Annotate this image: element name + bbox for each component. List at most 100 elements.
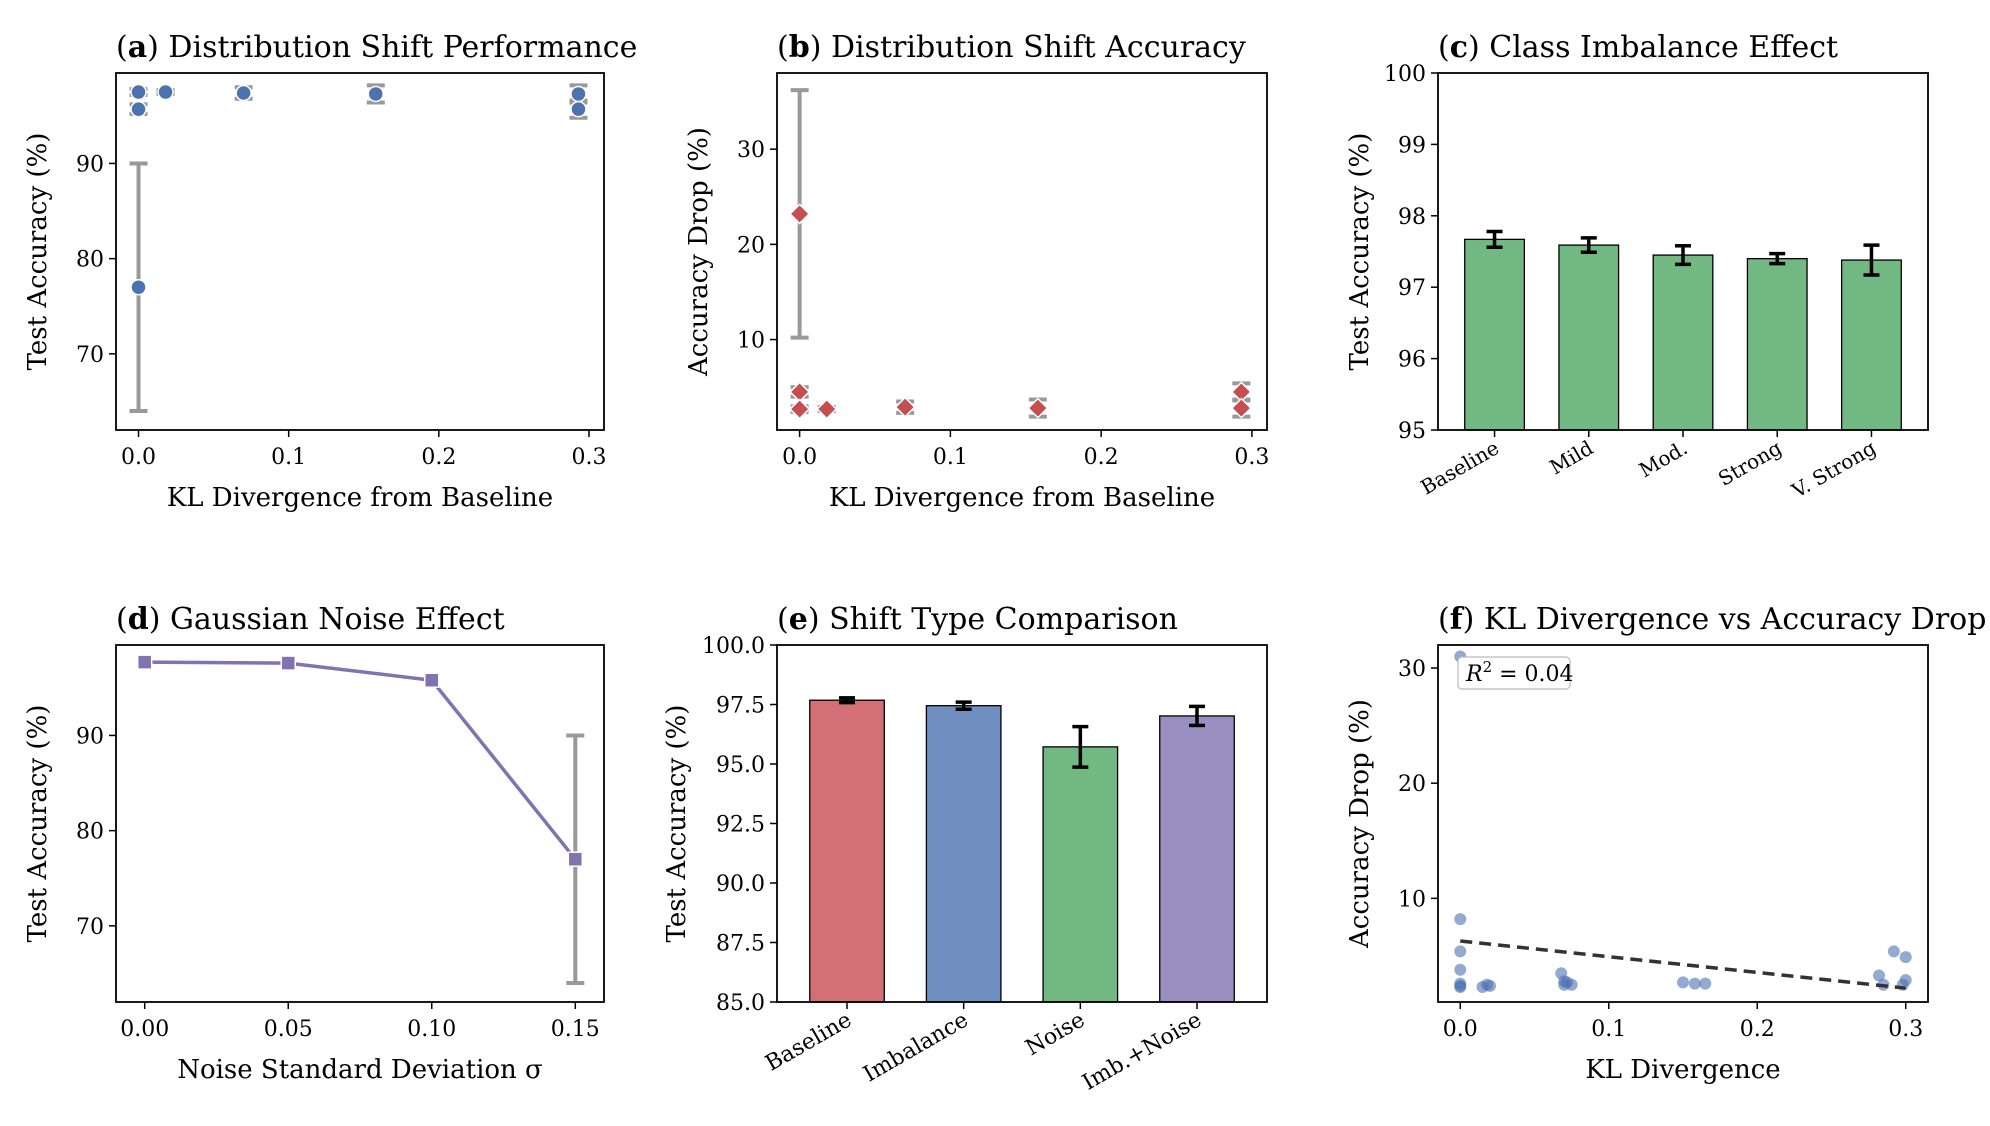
data-point bbox=[1688, 977, 1701, 990]
data-point bbox=[1027, 397, 1049, 419]
series-line bbox=[144, 660, 577, 861]
title-letter: a bbox=[128, 30, 147, 65]
panel-title: (f) KL Divergence vs Accuracy Drop bbox=[1438, 602, 1986, 637]
data-point bbox=[570, 100, 587, 118]
y-tick-label: 20 bbox=[1398, 772, 1426, 797]
y-axis-label: Test Accuracy (%) bbox=[662, 705, 692, 943]
bar bbox=[1558, 244, 1620, 431]
data-point bbox=[367, 85, 385, 103]
x-tick-label: 0.3 bbox=[1234, 445, 1269, 470]
y-tick-label: 100 bbox=[1384, 62, 1426, 87]
data-point bbox=[1873, 969, 1885, 982]
data-point bbox=[1899, 974, 1912, 987]
x-tick-label: 0.05 bbox=[264, 1017, 313, 1042]
panel-e: (e) Shift Type Comparison 85.0 87.5 90.0 92.… bbox=[662, 602, 1268, 1096]
bar bbox=[1746, 257, 1808, 431]
title-paren-open: ( bbox=[1438, 30, 1450, 65]
title-letter: c bbox=[1450, 30, 1468, 65]
x-axis-label: KL Divergence from Baseline bbox=[167, 483, 553, 513]
data-point bbox=[1454, 913, 1467, 926]
x-tick-label: 0.1 bbox=[933, 445, 968, 470]
panel-title: (d) Gaussian Noise Effect bbox=[116, 602, 505, 637]
title-paren-close: ) bbox=[1463, 602, 1484, 637]
y-axis-label: Test Accuracy (%) bbox=[23, 705, 53, 943]
data-point bbox=[130, 83, 147, 101]
panel-a: (a) Distribution Shift Performance 70 80 90… bbox=[23, 30, 637, 513]
data-point bbox=[1454, 963, 1467, 976]
y-tick-label: 95 bbox=[1398, 419, 1426, 444]
x-category-label: Imbalance bbox=[859, 1008, 972, 1088]
y-tick-label: 80 bbox=[76, 248, 104, 273]
title-paren-open: ( bbox=[116, 602, 128, 637]
title-paren-close: ) bbox=[808, 602, 829, 637]
title-paren-close: ) bbox=[149, 602, 170, 637]
data-point bbox=[130, 278, 147, 296]
x-category-label: Mild bbox=[1545, 435, 1597, 479]
title-text: Shift Type Comparison bbox=[829, 602, 1178, 637]
x-category-label: V. Strong bbox=[1787, 435, 1880, 503]
y-tick-label: 95.0 bbox=[716, 753, 765, 778]
bar bbox=[1840, 259, 1902, 431]
y-tick-label: 80 bbox=[76, 820, 104, 845]
title-paren-open: ( bbox=[777, 30, 789, 65]
data-point bbox=[1887, 945, 1900, 958]
y-tick-label: 90 bbox=[76, 724, 104, 749]
title-text: Gaussian Noise Effect bbox=[170, 602, 505, 637]
title-text: Distribution Shift Performance bbox=[168, 30, 637, 65]
data-point bbox=[136, 654, 153, 670]
x-tick-label: 0.0 bbox=[1443, 1017, 1478, 1042]
x-tick-label: 0.2 bbox=[1084, 445, 1119, 470]
data-point bbox=[570, 85, 587, 103]
y-tick-label: 87.5 bbox=[716, 932, 765, 957]
x-category-label: Mod. bbox=[1635, 436, 1692, 483]
r-squared-annotation: R2 = 0.04 bbox=[1465, 658, 1574, 687]
y-tick-label: 97 bbox=[1398, 276, 1426, 301]
annotation-box bbox=[1457, 656, 1571, 690]
x-tick-label: 0.3 bbox=[571, 445, 606, 470]
y-tick-label: 100.0 bbox=[702, 634, 765, 659]
data-point bbox=[1558, 975, 1571, 988]
x-tick-label: 0.15 bbox=[551, 1017, 600, 1042]
bar bbox=[1159, 715, 1235, 1003]
data-point bbox=[1699, 977, 1712, 990]
data-point bbox=[1454, 945, 1467, 958]
panel-title: (b) Distribution Shift Accuracy bbox=[777, 30, 1246, 65]
y-axis-label: Test Accuracy (%) bbox=[1345, 133, 1375, 371]
x-tick-label: 0.0 bbox=[121, 445, 156, 470]
data-point bbox=[789, 203, 811, 225]
plot-frame bbox=[115, 72, 605, 431]
title-letter: e bbox=[789, 602, 808, 637]
title-letter: b bbox=[789, 30, 810, 65]
plot-frame bbox=[1437, 644, 1929, 1003]
y-axis-label: Accuracy Drop (%) bbox=[1345, 699, 1375, 949]
x-tick-label: 0.2 bbox=[421, 445, 456, 470]
x-category-label: Imb.+Noise bbox=[1078, 1008, 1206, 1096]
y-tick-label: 97.5 bbox=[716, 694, 765, 719]
panel-title: (c) Class Imbalance Effect bbox=[1438, 30, 1838, 65]
data-point bbox=[567, 851, 584, 867]
data-point bbox=[1483, 979, 1496, 992]
title-letter: d bbox=[128, 602, 149, 637]
title-paren-open: ( bbox=[116, 30, 128, 65]
annotation-sup: 2 bbox=[1483, 658, 1493, 676]
title-text: Distribution Shift Accuracy bbox=[831, 30, 1246, 65]
x-tick-label: 0.1 bbox=[271, 445, 306, 470]
x-category-label: Baseline bbox=[1416, 436, 1503, 500]
y-tick-label: 10 bbox=[1398, 887, 1426, 912]
title-paren-open: ( bbox=[1438, 602, 1450, 637]
title-paren-close: ) bbox=[1468, 30, 1489, 65]
panel-d: (d) Gaussian Noise Effect 70 80 90 Test Accu… bbox=[23, 602, 605, 1085]
annotation-base: R bbox=[1465, 662, 1483, 687]
x-tick-label: 0.0 bbox=[782, 445, 817, 470]
x-tick-label: 0.2 bbox=[1740, 1017, 1775, 1042]
x-axis-label: Noise Standard Deviation σ bbox=[177, 1055, 543, 1085]
x-tick-label: 0.1 bbox=[1591, 1017, 1626, 1042]
data-point bbox=[894, 396, 916, 418]
title-paren-close: ) bbox=[147, 30, 168, 65]
annotation-rest: = 0.04 bbox=[1492, 662, 1573, 687]
x-tick-label: 0.10 bbox=[407, 1017, 456, 1042]
y-tick-label: 20 bbox=[737, 233, 765, 258]
title-text: KL Divergence vs Accuracy Drop bbox=[1484, 602, 1987, 637]
x-axis-label: KL Divergence from Baseline bbox=[829, 483, 1215, 513]
